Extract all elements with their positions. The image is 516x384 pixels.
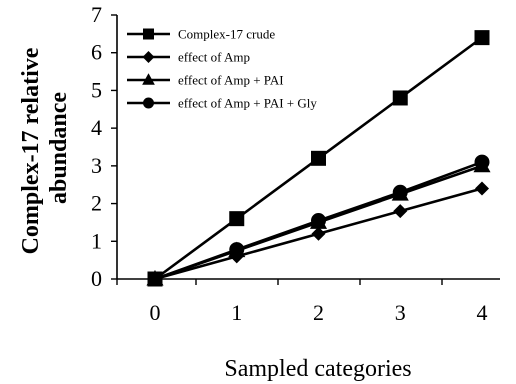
data-point <box>392 90 408 106</box>
data-point <box>474 30 490 46</box>
y-tick-label: 7 <box>91 2 102 27</box>
series-1 <box>147 181 490 287</box>
y-tick-label: 2 <box>91 191 102 216</box>
legend-label: effect of Amp + PAI <box>178 73 284 88</box>
y-axis-title: Complex-17 relative abundance <box>18 42 72 255</box>
series-3 <box>147 154 490 287</box>
chart-legend: Complex-17 crude effect of Amp effect of A… <box>127 27 317 111</box>
legend-marker <box>143 28 154 40</box>
data-point <box>392 184 408 200</box>
y-tick-label: 1 <box>91 228 102 253</box>
data-point <box>393 204 408 219</box>
legend-marker <box>142 51 155 63</box>
legend-entry: Complex-17 crude <box>127 27 275 42</box>
x-tick-label: 4 <box>477 300 488 325</box>
y-tick-label: 5 <box>91 77 102 102</box>
data-point <box>229 211 245 227</box>
data-point <box>311 150 326 166</box>
data-point <box>311 213 326 229</box>
legend-entry: effect of Amp + PAI <box>127 73 284 88</box>
x-tick-label: 1 <box>231 300 242 325</box>
legend-entry: effect of Amp + PAI + Gly <box>127 96 317 111</box>
y-tick-label: 0 <box>91 266 102 291</box>
y-axis-title-line-2: abundance <box>46 92 72 204</box>
legend-entry: effect of Amp <box>127 50 250 65</box>
y-axis-title-line-1: Complex-17 relative <box>18 47 44 254</box>
legend-label: effect of Amp <box>178 50 250 65</box>
y-tick-label: 4 <box>91 115 102 140</box>
y-tick-label: 3 <box>91 153 102 178</box>
x-tick-label: 2 <box>313 300 324 325</box>
data-point <box>229 242 245 258</box>
chart-axes: 0 1 2 3 4 5 6 7 0 1 2 3 4 <box>91 2 500 325</box>
x-tick-label: 3 <box>395 300 406 325</box>
x-axis-title: Sampled categories <box>224 356 411 382</box>
data-point <box>311 226 326 241</box>
legend-marker <box>143 97 154 109</box>
data-point <box>147 271 163 287</box>
y-tick-label: 6 <box>91 40 102 65</box>
x-tick-label: 0 <box>150 300 161 325</box>
data-point <box>474 181 490 196</box>
data-point <box>474 154 490 170</box>
legend-marker <box>142 73 155 85</box>
series-0 <box>147 30 490 287</box>
legend-label: Complex-17 crude <box>178 27 275 42</box>
chart-series <box>146 30 491 287</box>
legend-label: effect of Amp + PAI + Gly <box>178 96 317 111</box>
